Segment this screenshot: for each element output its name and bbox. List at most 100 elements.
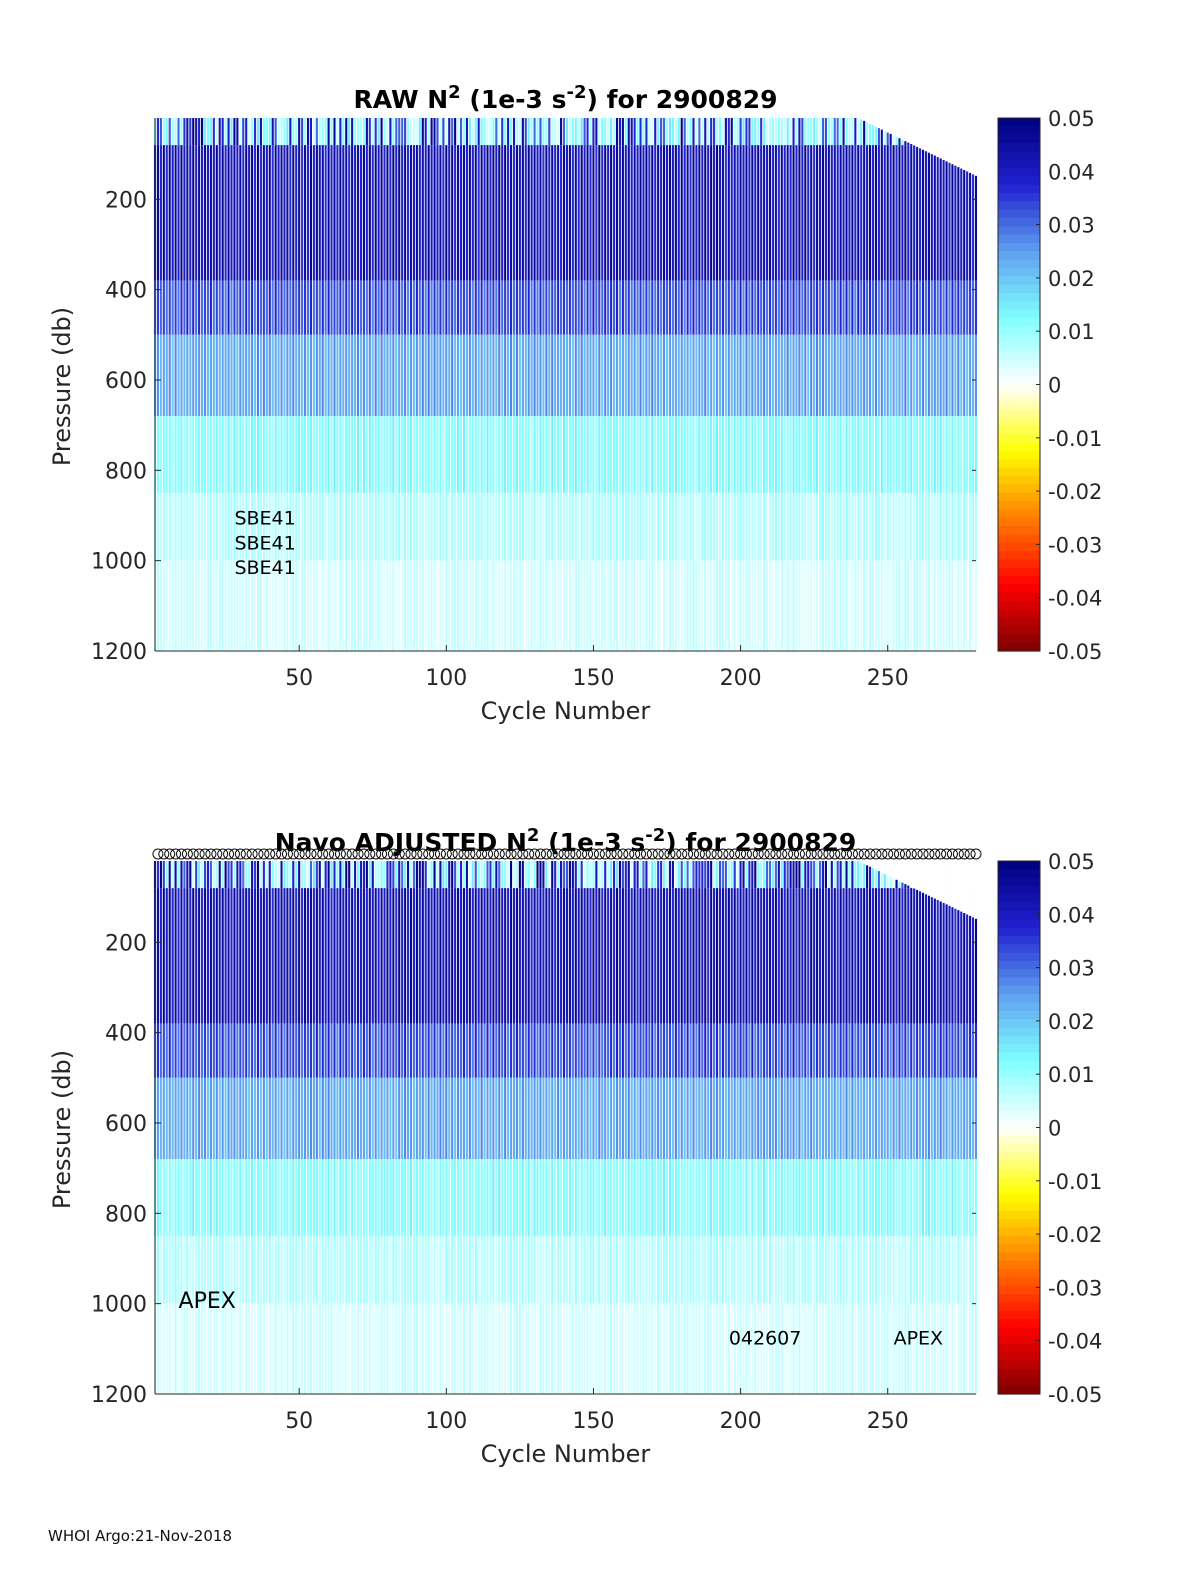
empty-cell	[921, 118, 925, 150]
heatmap-cell	[836, 861, 839, 889]
heatmap-cell	[807, 1235, 810, 1304]
heatmap-cell	[633, 334, 636, 417]
heatmap-cell	[412, 1235, 415, 1304]
heatmap-cell	[489, 861, 492, 889]
heatmap-cell	[654, 1303, 657, 1394]
heatmap-cell	[974, 1159, 978, 1236]
heatmap-cell	[515, 1303, 518, 1394]
heatmap-cell	[345, 334, 348, 417]
colorbar-step	[998, 634, 1040, 644]
heatmap-cell	[351, 861, 354, 889]
heatmap-cell	[760, 1159, 763, 1236]
heatmap-cell	[842, 145, 845, 281]
heatmap-cell	[304, 334, 307, 417]
heatmap-cell	[486, 1303, 489, 1394]
heatmap-cell	[960, 560, 963, 651]
profile-marker	[381, 848, 393, 860]
heatmap-cell	[795, 1159, 798, 1236]
y-axis-label: Pressure (db)	[48, 307, 76, 466]
heatmap-cell	[857, 334, 860, 417]
colorbar-step	[998, 1269, 1040, 1279]
heatmap-cell	[695, 1235, 698, 1304]
heatmap-cell	[854, 1159, 857, 1236]
heatmap-cell	[668, 416, 672, 493]
heatmap-cell	[477, 560, 480, 651]
heatmap-cell	[259, 118, 262, 146]
heatmap-cell	[392, 1077, 395, 1160]
heatmap-cell	[795, 861, 798, 889]
y-tick-label: 600	[105, 1112, 147, 1137]
heatmap-cell	[754, 1235, 757, 1304]
heatmap-cell	[701, 1159, 704, 1236]
heatmap-cell	[813, 280, 816, 335]
heatmap-cell	[527, 888, 530, 1024]
heatmap-cell	[771, 280, 774, 335]
heatmap-cell	[821, 1159, 825, 1236]
heatmap-cell	[586, 118, 589, 146]
heatmap-cell	[477, 888, 480, 1024]
heatmap-cell	[221, 1023, 224, 1078]
heatmap-cell	[321, 118, 324, 146]
heatmap-cell	[562, 334, 566, 417]
heatmap-cell	[286, 1303, 289, 1394]
heatmap-cell	[330, 1159, 333, 1236]
heatmap-cell	[615, 1023, 619, 1078]
heatmap-cell	[165, 145, 168, 281]
heatmap-cell	[245, 1077, 248, 1160]
heatmap-cell	[459, 861, 463, 889]
heatmap-cell	[233, 1077, 236, 1160]
heatmap-cell	[565, 1159, 569, 1236]
heatmap-cell	[424, 888, 427, 1024]
profile-marker	[511, 848, 523, 860]
heatmap-cell	[162, 1235, 165, 1304]
heatmap-cell	[774, 118, 777, 146]
heatmap-cell	[392, 334, 395, 417]
heatmap-cell	[271, 334, 274, 417]
profile-marker	[935, 848, 947, 860]
heatmap-cell	[468, 861, 471, 889]
heatmap-cell	[427, 145, 430, 281]
heatmap-cell	[798, 1077, 801, 1160]
heatmap-cell	[515, 560, 518, 651]
heatmap-cell	[615, 1235, 619, 1304]
heatmap-cell	[954, 145, 957, 281]
heatmap-cell	[677, 492, 680, 561]
heatmap-cell	[904, 560, 907, 651]
heatmap-cell	[504, 888, 507, 1024]
heatmap-cell	[462, 118, 466, 146]
heatmap-cell	[286, 1159, 289, 1236]
heatmap-cell	[230, 145, 233, 281]
heatmap-cell	[910, 280, 913, 335]
empty-cell	[877, 861, 881, 872]
heatmap-cell	[877, 416, 880, 493]
heatmap-cell	[848, 1077, 851, 1160]
heatmap-cell	[874, 118, 877, 146]
heatmap-cell	[927, 1023, 930, 1078]
heatmap-cell	[618, 280, 621, 335]
heatmap-cell	[468, 416, 471, 493]
heatmap-cell	[871, 334, 875, 417]
colorbar-step	[998, 126, 1040, 136]
heatmap-cell	[960, 1235, 963, 1304]
heatmap-cell	[883, 1023, 886, 1078]
heatmap-cell	[398, 145, 401, 281]
heatmap-cell	[445, 1159, 448, 1236]
heatmap-cell	[356, 1159, 360, 1236]
profile-marker	[817, 848, 829, 860]
heatmap-cell	[654, 861, 657, 889]
heatmap-cell	[159, 1159, 162, 1236]
heatmap-cell	[768, 888, 772, 1024]
heatmap-cell	[824, 492, 827, 561]
heatmap-cell	[833, 1159, 836, 1236]
heatmap-cell	[830, 1159, 833, 1236]
heatmap-cell	[854, 280, 857, 335]
heatmap-cell	[230, 334, 233, 417]
heatmap-cell	[663, 1077, 666, 1160]
heatmap-cell	[515, 1159, 518, 1236]
heatmap-cell	[524, 560, 527, 651]
heatmap-cell	[771, 334, 774, 417]
heatmap-cell	[686, 1303, 689, 1394]
heatmap-cell	[504, 145, 507, 281]
heatmap-cell	[671, 334, 674, 417]
heatmap-cell	[710, 1159, 713, 1236]
